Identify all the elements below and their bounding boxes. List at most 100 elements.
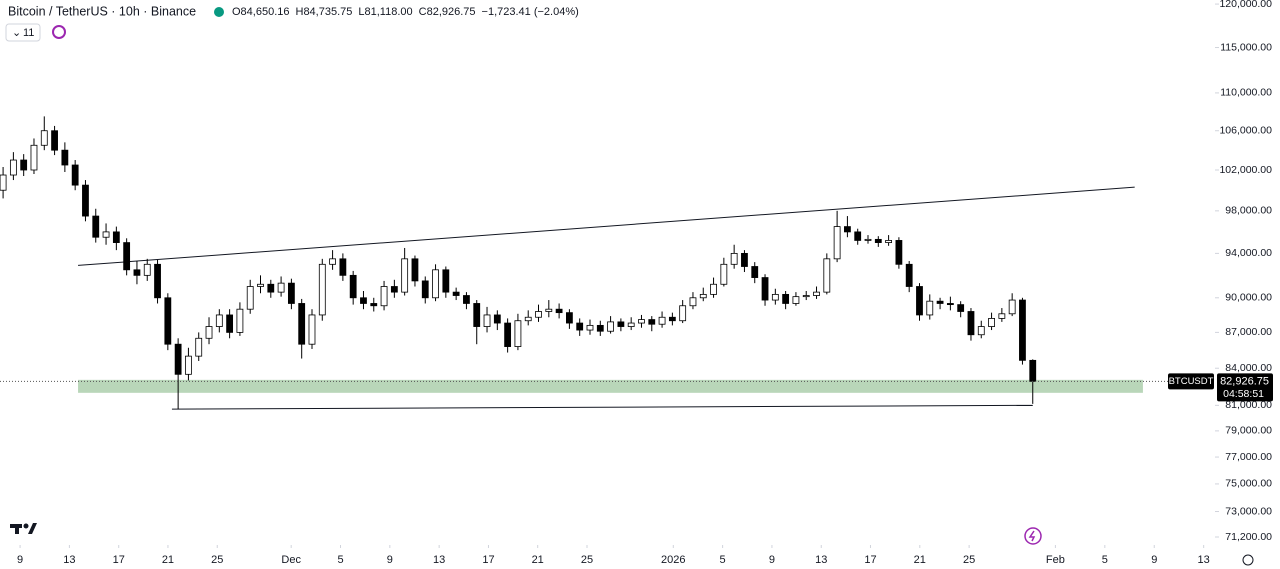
settings-icon[interactable] xyxy=(1242,554,1254,566)
candle-body xyxy=(133,269,141,276)
candle-body xyxy=(771,293,779,301)
candle-body xyxy=(267,283,275,293)
candle-body xyxy=(473,303,481,327)
x-tick-label: Dec xyxy=(281,554,301,566)
candle-body xyxy=(308,314,316,345)
candle-body xyxy=(926,300,934,316)
candle-body xyxy=(1008,299,1016,315)
indicator-count: 11 xyxy=(23,27,34,39)
y-tick-label: 77,000.00 xyxy=(1225,451,1272,463)
candle-body xyxy=(51,130,58,151)
candle-body xyxy=(689,297,697,307)
candle-body xyxy=(154,263,161,299)
candle-body xyxy=(885,240,892,243)
candle-body xyxy=(71,164,79,186)
x-tick-label: 21 xyxy=(532,554,544,566)
support-zone xyxy=(78,379,1143,393)
candle-body xyxy=(566,312,573,324)
x-tick-label: 25 xyxy=(963,554,975,566)
candle-body xyxy=(710,283,717,295)
candle-body xyxy=(524,316,532,322)
chart-title: Bitcoin / TetherUS · 10h · Binance xyxy=(8,4,196,18)
candle-body xyxy=(30,144,38,171)
candle-body xyxy=(318,263,326,316)
x-tick-label: Feb xyxy=(1046,554,1065,566)
candle-body xyxy=(782,293,790,304)
x-tick-label: 21 xyxy=(162,554,174,566)
y-tick-label: 81,000.00 xyxy=(1225,399,1272,411)
x-tick-label: 17 xyxy=(482,554,494,566)
indicator-toggle[interactable] xyxy=(5,23,41,42)
x-tick-label: 5 xyxy=(1102,554,1108,566)
candle-body xyxy=(936,300,944,304)
candle-body xyxy=(504,322,512,347)
candle-body xyxy=(576,322,584,331)
candle-body xyxy=(112,231,120,243)
countdown: 04:58:51 xyxy=(1223,388,1264,400)
candle-body xyxy=(658,316,666,325)
x-tick-label: 17 xyxy=(113,554,125,566)
candle-body xyxy=(92,215,100,238)
candle-body xyxy=(916,286,923,316)
candle-body xyxy=(0,174,7,191)
y-tick-label: 106,000.00 xyxy=(1219,125,1272,137)
x-tick-label: 5 xyxy=(337,554,343,566)
flash-icon[interactable] xyxy=(1024,527,1042,545)
candle-body xyxy=(607,321,614,332)
candle-body xyxy=(432,269,439,299)
x-tick-label: 13 xyxy=(815,554,827,566)
candle-body xyxy=(720,263,728,285)
candle-body xyxy=(329,258,336,265)
candle-body xyxy=(82,184,89,217)
x-tick-label: 25 xyxy=(581,554,593,566)
candle-body xyxy=(277,282,285,293)
candle-body xyxy=(195,337,203,357)
y-tick-label: 102,000.00 xyxy=(1219,164,1272,176)
candle-body xyxy=(123,242,131,271)
candle-body xyxy=(730,252,738,265)
candle-body xyxy=(535,311,542,318)
candle-body xyxy=(9,159,17,176)
candle-body xyxy=(813,291,820,296)
candle-body xyxy=(802,295,810,298)
y-tick-label: 84,000.00 xyxy=(1225,362,1272,374)
candle-body xyxy=(751,266,759,278)
candle-body xyxy=(143,263,151,276)
y-tick-label: 94,000.00 xyxy=(1225,247,1272,259)
price-tag-label: 82,926.75 xyxy=(1220,375,1269,387)
candle-body xyxy=(1029,359,1037,382)
trendline xyxy=(78,186,1135,266)
candle-body xyxy=(833,226,841,260)
candle-body xyxy=(596,324,604,332)
y-tick-label: 90,000.00 xyxy=(1225,292,1272,304)
candle-body xyxy=(483,314,491,327)
candle-body xyxy=(998,313,1006,319)
candle-body xyxy=(1019,299,1026,361)
x-tick-label: 13 xyxy=(433,554,445,566)
x-tick-label: 25 xyxy=(211,554,223,566)
candle-body xyxy=(257,283,264,287)
candle-body xyxy=(874,238,882,243)
ohlc-value: C82,926.75 xyxy=(419,6,476,18)
x-tick-label: 9 xyxy=(387,554,393,566)
y-tick-label: 75,000.00 xyxy=(1225,478,1272,490)
x-tick-label: 13 xyxy=(1198,554,1210,566)
candle-body xyxy=(411,258,419,282)
y-tick-label: 115,000.00 xyxy=(1220,41,1272,53)
candle-body xyxy=(360,297,367,304)
candle-body xyxy=(545,308,553,312)
candle-body xyxy=(380,286,388,307)
candle-body xyxy=(967,311,975,336)
candle-body xyxy=(226,314,234,333)
x-tick-label: 9 xyxy=(17,554,23,566)
symbol-tag-label: BTCUSDT xyxy=(1169,376,1214,387)
refresh-icon[interactable] xyxy=(52,25,66,39)
y-tick-label: 73,000.00 xyxy=(1225,505,1272,517)
candle-body xyxy=(988,318,995,327)
candle-body xyxy=(854,231,862,241)
candle-body xyxy=(905,263,913,287)
candle-body xyxy=(421,280,429,299)
status-dot xyxy=(214,7,224,17)
candle-body xyxy=(463,295,470,304)
